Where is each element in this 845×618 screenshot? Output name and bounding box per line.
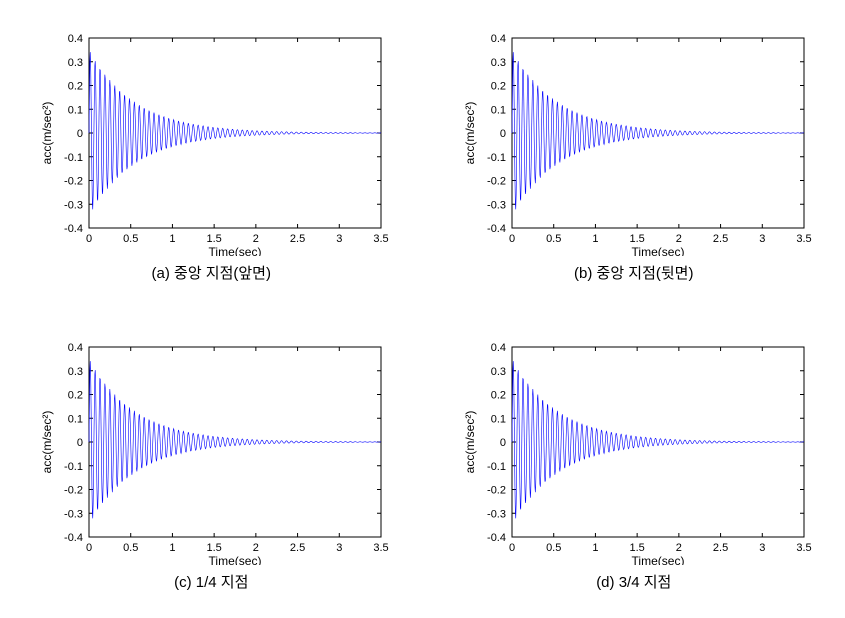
svg-text:-0.2: -0.2	[64, 485, 83, 497]
svg-text:0.2: 0.2	[68, 390, 83, 402]
svg-text:0.3: 0.3	[68, 366, 83, 378]
svg-text:3.5: 3.5	[374, 542, 389, 554]
svg-text:-0.2: -0.2	[64, 176, 83, 188]
svg-text:2.5: 2.5	[290, 542, 305, 554]
svg-text:3.5: 3.5	[796, 542, 811, 554]
svg-text:2: 2	[253, 542, 259, 554]
svg-text:0.2: 0.2	[490, 390, 505, 402]
svg-text:2.5: 2.5	[713, 233, 728, 245]
svg-text:2.5: 2.5	[290, 233, 305, 245]
panel-a: 0 0.5 1 1.5 2 2.5 3 3.5 -0.4 -0.3 -0.2 -0.1 0 0.1 0.2 0…	[31, 26, 391, 283]
svg-text:-0.1: -0.1	[64, 152, 83, 164]
svg-text:1.5: 1.5	[629, 542, 644, 554]
svg-text:-0.4: -0.4	[487, 532, 506, 544]
svg-text:acc(m/sec²): acc(m/sec²)	[463, 411, 477, 474]
svg-text:-0.1: -0.1	[487, 152, 506, 164]
svg-text:-0.3: -0.3	[487, 199, 506, 211]
svg-text:1.5: 1.5	[207, 233, 222, 245]
svg-text:0: 0	[509, 233, 515, 245]
caption-c: (c) 1/4 지점	[174, 571, 248, 592]
svg-text:0: 0	[77, 437, 83, 449]
panel-c: 0 0.5 1 1.5 2 2.5 3 3.5 -0.4 -0.3 -0.2 -0.1 0 0.1 0.2 0…	[31, 335, 391, 592]
svg-text:-0.2: -0.2	[487, 176, 506, 188]
svg-text:-0.1: -0.1	[487, 461, 506, 473]
svg-text:-0.3: -0.3	[64, 199, 83, 211]
svg-text:0.5: 0.5	[123, 542, 138, 554]
svg-text:0: 0	[500, 128, 506, 140]
svg-text:acc(m/sec²): acc(m/sec²)	[40, 102, 54, 165]
caption-d: (d) 3/4 지점	[596, 571, 671, 592]
svg-text:1.5: 1.5	[629, 233, 644, 245]
svg-text:acc(m/sec²): acc(m/sec²)	[463, 102, 477, 165]
svg-text:3.5: 3.5	[374, 233, 389, 245]
chart-a: 0 0.5 1 1.5 2 2.5 3 3.5 -0.4 -0.3 -0.2 -0.1 0 0.1 0.2 0…	[31, 26, 391, 256]
svg-text:0: 0	[500, 437, 506, 449]
chart-b: 0 0.5 1 1.5 2 2.5 3 3.5 -0.4 -0.3 -0.2 -0.1 0 0.1 0.2 0…	[454, 26, 814, 256]
svg-text:0.1: 0.1	[490, 104, 505, 116]
svg-text:-0.3: -0.3	[64, 508, 83, 520]
svg-text:acc(m/sec²): acc(m/sec²)	[40, 411, 54, 474]
svg-text:3: 3	[336, 542, 342, 554]
svg-text:1: 1	[170, 542, 176, 554]
svg-text:1: 1	[592, 233, 598, 245]
svg-text:0: 0	[509, 542, 515, 554]
svg-text:0.1: 0.1	[490, 413, 505, 425]
svg-text:0.5: 0.5	[546, 542, 561, 554]
svg-text:-0.4: -0.4	[64, 532, 83, 544]
svg-text:1: 1	[170, 233, 176, 245]
svg-text:0: 0	[77, 128, 83, 140]
chart-d: 0 0.5 1 1.5 2 2.5 3 3.5 -0.4 -0.3 -0.2 -0.1 0 0.1 0.2 0…	[454, 335, 814, 565]
svg-text:2: 2	[253, 233, 259, 245]
svg-text:3.5: 3.5	[796, 233, 811, 245]
svg-text:Time(sec): Time(sec)	[631, 245, 684, 256]
svg-text:0.3: 0.3	[490, 366, 505, 378]
svg-text:0.2: 0.2	[490, 81, 505, 93]
svg-text:Time(sec): Time(sec)	[209, 245, 262, 256]
svg-text:-0.2: -0.2	[487, 485, 506, 497]
svg-text:1.5: 1.5	[207, 542, 222, 554]
svg-text:1: 1	[592, 542, 598, 554]
svg-text:Time(sec): Time(sec)	[209, 554, 262, 565]
svg-text:Time(sec): Time(sec)	[631, 554, 684, 565]
svg-text:0: 0	[86, 542, 92, 554]
svg-text:0.5: 0.5	[123, 233, 138, 245]
svg-text:0.3: 0.3	[490, 57, 505, 69]
svg-text:0.4: 0.4	[68, 33, 83, 45]
svg-text:-0.4: -0.4	[64, 223, 83, 235]
svg-text:0.5: 0.5	[546, 233, 561, 245]
svg-text:0: 0	[86, 233, 92, 245]
svg-text:0.3: 0.3	[68, 57, 83, 69]
svg-text:3: 3	[336, 233, 342, 245]
svg-text:0.2: 0.2	[68, 81, 83, 93]
svg-text:0.4: 0.4	[490, 33, 505, 45]
panel-d: 0 0.5 1 1.5 2 2.5 3 3.5 -0.4 -0.3 -0.2 -0.1 0 0.1 0.2 0…	[454, 335, 814, 592]
svg-text:2: 2	[676, 542, 682, 554]
svg-text:0.4: 0.4	[490, 342, 505, 354]
chart-c: 0 0.5 1 1.5 2 2.5 3 3.5 -0.4 -0.3 -0.2 -0.1 0 0.1 0.2 0…	[31, 335, 391, 565]
svg-text:3: 3	[759, 233, 765, 245]
svg-text:-0.3: -0.3	[487, 508, 506, 520]
svg-text:0.4: 0.4	[68, 342, 83, 354]
svg-text:-0.4: -0.4	[487, 223, 506, 235]
svg-text:0.1: 0.1	[68, 104, 83, 116]
svg-text:3: 3	[759, 542, 765, 554]
svg-text:2.5: 2.5	[713, 542, 728, 554]
panel-b: 0 0.5 1 1.5 2 2.5 3 3.5 -0.4 -0.3 -0.2 -0.1 0 0.1 0.2 0…	[454, 26, 814, 283]
caption-b: (b) 중앙 지점(뒷면)	[574, 262, 693, 283]
svg-text:-0.1: -0.1	[64, 461, 83, 473]
svg-text:2: 2	[676, 233, 682, 245]
svg-text:0.1: 0.1	[68, 413, 83, 425]
caption-a: (a) 중앙 지점(앞면)	[152, 262, 271, 283]
